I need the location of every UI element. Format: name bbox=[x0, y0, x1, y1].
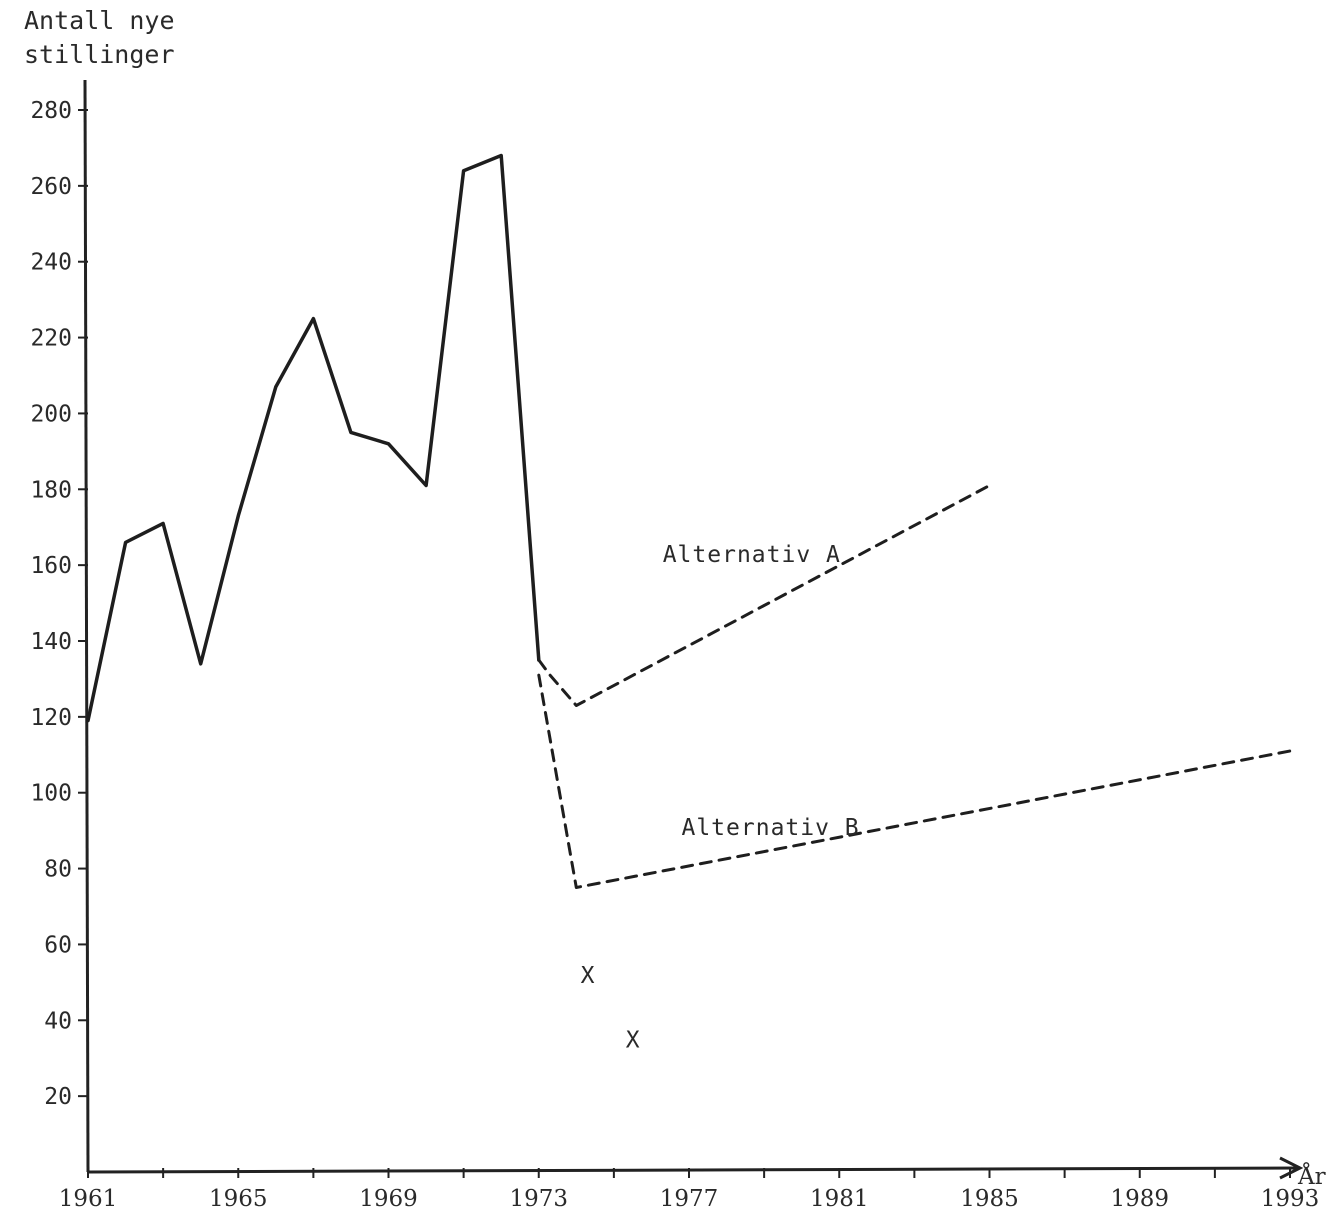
axes: År bbox=[83, 79, 1326, 1190]
series-historical-line bbox=[86, 153, 541, 723]
x-axis-line bbox=[87, 1166, 1301, 1174]
y-tick-label: 40 bbox=[44, 1008, 72, 1034]
x-marker: X bbox=[626, 1027, 640, 1053]
y-axis-label-line1: Antall nye bbox=[24, 6, 175, 35]
x-tick-label: 1985 bbox=[960, 1186, 1019, 1212]
series-alternativ-a-line bbox=[537, 484, 991, 707]
y-tick-label: 260 bbox=[30, 174, 72, 200]
y-tick-label: 120 bbox=[30, 705, 72, 731]
x-tick-label: 1981 bbox=[810, 1186, 869, 1212]
annotation-alternativ-a: Alternativ A bbox=[663, 542, 841, 568]
x-axis-arrow bbox=[1279, 1156, 1304, 1180]
y-axis-label-line2: stillinger bbox=[24, 40, 175, 69]
x-tick-label: 1961 bbox=[59, 1186, 118, 1212]
annotations: Alternativ A Alternativ B bbox=[663, 542, 859, 841]
y-axis-label: Antall nye stillinger bbox=[24, 4, 175, 72]
series-lines bbox=[86, 153, 1292, 889]
annotation-alternativ-b: Alternativ B bbox=[681, 815, 859, 841]
y-tick-label: 100 bbox=[30, 781, 72, 807]
x-tick-label: 1993 bbox=[1261, 1186, 1320, 1212]
x-tick-label: 1989 bbox=[1110, 1186, 1169, 1212]
y-ticks: 20 40 60 80 100 120 140 160 180 200 220 240 260 280 bbox=[30, 98, 88, 1110]
y-tick-label: 80 bbox=[44, 857, 72, 883]
x-marker: X bbox=[581, 963, 595, 989]
y-axis-line bbox=[83, 79, 90, 1173]
y-tick-label: 60 bbox=[44, 932, 72, 958]
y-tick-label: 180 bbox=[30, 477, 72, 503]
y-tick-label: 160 bbox=[30, 553, 72, 579]
x-axis-label: År bbox=[1297, 1162, 1326, 1190]
y-tick-label: 240 bbox=[30, 250, 72, 276]
y-tick-label: 280 bbox=[30, 98, 72, 124]
y-tick-label: 200 bbox=[30, 401, 72, 427]
y-tick-label: 220 bbox=[30, 326, 72, 352]
series-alternativ-b-line bbox=[537, 673, 1292, 889]
x-tick-label: 1965 bbox=[209, 1186, 268, 1212]
y-tick-label: 140 bbox=[30, 629, 72, 655]
y-tick-label: 20 bbox=[44, 1084, 72, 1110]
x-ticks: 1961 1965 1969 1973 1977 1981 1985 1989 1993 bbox=[59, 1168, 1320, 1212]
markers: XX bbox=[581, 963, 640, 1053]
x-tick-label: 1969 bbox=[359, 1186, 418, 1212]
x-tick-label: 1977 bbox=[660, 1186, 719, 1212]
x-tick-label: 1973 bbox=[509, 1186, 568, 1212]
